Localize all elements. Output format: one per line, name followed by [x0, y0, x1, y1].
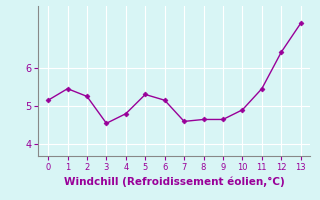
X-axis label: Windchill (Refroidissement éolien,°C): Windchill (Refroidissement éolien,°C)	[64, 176, 285, 187]
